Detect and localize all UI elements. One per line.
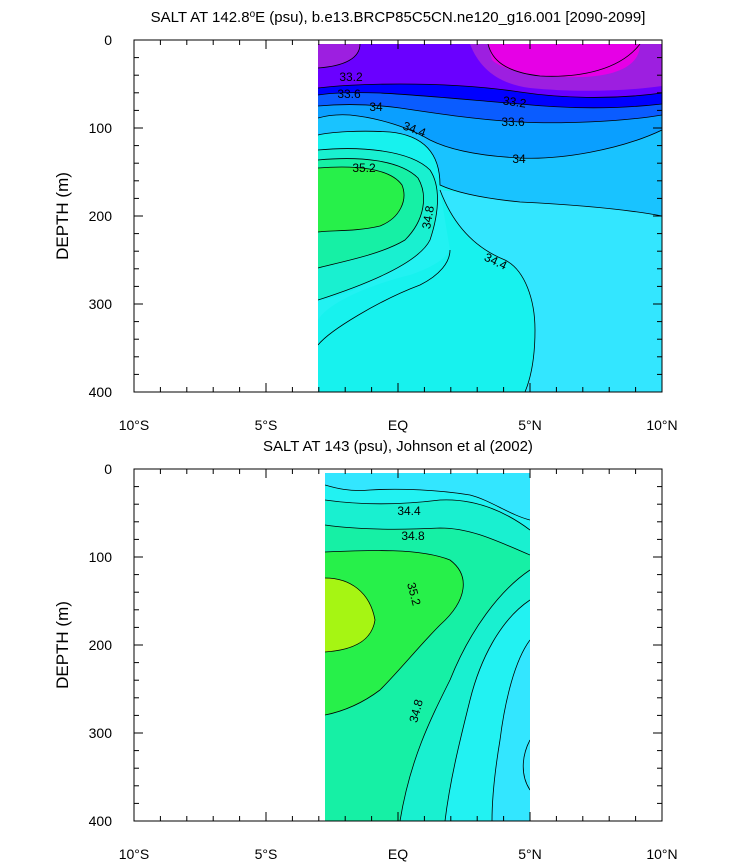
clabel-p2-1: 34.4 — [397, 504, 421, 518]
p1-ytick-2: 200 — [89, 208, 113, 224]
panel-2-yaxis: 0 100 200 300 400 DEPTH (m) — [53, 461, 112, 829]
contour-p1-k — [318, 249, 451, 346]
contour-p1-b — [318, 83, 662, 98]
fill-p2-cyan-top — [325, 473, 530, 520]
p2-ytick-2: 200 — [89, 637, 113, 653]
p2-ytick-4: 400 — [89, 813, 113, 829]
p1-xtick-4: 10°N — [646, 417, 677, 433]
p2-ytick-3: 300 — [89, 725, 113, 741]
p1-xtick-2: EQ — [388, 417, 408, 433]
contour-p2-e — [325, 577, 376, 653]
clabel-p1-7: 33.2 — [502, 93, 527, 110]
panel-2-ticks — [133, 468, 663, 822]
contour-p2-i — [522, 739, 530, 791]
clabel-p2-4: 34.8 — [406, 698, 426, 724]
contour-p2-d — [325, 550, 464, 716]
p2-ytick-1: 100 — [89, 549, 113, 565]
p1-ytick-0: 0 — [104, 32, 112, 48]
panel-1-title-sup: o — [250, 9, 256, 20]
panel-1-ticks — [133, 39, 663, 393]
panel-2-xaxis: 10°S 5°S EQ 5°N 10°N — [119, 846, 678, 862]
panel-1-title-pre: SALT AT 142.8 — [151, 9, 250, 26]
panel-1-title-post: E (psu), b.e13.BRCP85C5CN.ne120_g16.001 … — [255, 9, 645, 26]
contour-p1-f — [318, 130, 662, 217]
contour-p1-e — [318, 114, 662, 159]
contour-p1-i — [318, 166, 405, 233]
clabel-p1-8: 33.6 — [501, 115, 525, 129]
panel-1-yaxis: 0 100 200 300 400 DEPTH (m) — [53, 32, 112, 400]
p2-ylabel: DEPTH (m) — [53, 601, 72, 689]
p2-xtick-3: 5°N — [518, 846, 542, 862]
p2-xtick-2: EQ — [388, 846, 408, 862]
panel-1: SALT AT 142.8oE (psu), b.e13.BRCP85C5CN.… — [53, 9, 678, 434]
p1-xtick-0: 10°S — [119, 417, 150, 433]
p1-xtick-3: 5°N — [518, 417, 542, 433]
panel-2-contour-labels: 34.4 34.8 35.2 34.8 — [397, 504, 426, 724]
p2-xtick-0: 10°S — [119, 846, 150, 862]
panel-1-fill — [318, 44, 662, 392]
p1-xtick-1: 5°S — [255, 417, 278, 433]
contour-p2-g — [444, 599, 530, 821]
p2-xtick-1: 5°S — [255, 846, 278, 862]
p1-ylabel: DEPTH (m) — [53, 172, 72, 260]
contour-p2-a — [325, 484, 530, 521]
contour-p2-c — [325, 524, 530, 556]
contour-p1-d — [318, 104, 662, 124]
clabel-p1-3: 34 — [369, 100, 383, 114]
p2-xtick-4: 10°N — [646, 846, 677, 862]
panel-2-fill — [325, 473, 530, 821]
p2-ytick-0: 0 — [104, 461, 112, 477]
fill-p1-green — [318, 166, 404, 232]
fill-p2-cyan-right — [492, 640, 530, 821]
p1-ytick-4: 400 — [89, 384, 113, 400]
clabel-p2-2: 34.8 — [401, 529, 425, 543]
clabel-p1-9: 34 — [512, 152, 526, 166]
panel-2: SALT AT 143 (psu), Johnson et al (2002) — [53, 438, 678, 862]
p1-ytick-3: 300 — [89, 296, 113, 312]
contour-p2-f — [399, 569, 530, 821]
contour-p2-b — [325, 499, 530, 531]
clabel-p1-5: 35.2 — [352, 161, 376, 175]
panel-2-title-pre: SALT AT 143 (psu), Johnson et al (2002) — [263, 438, 533, 455]
contour-p2-h — [491, 639, 530, 821]
contour-p1-l — [487, 44, 641, 77]
panel-1-xaxis: 10°S 5°S EQ 5°N 10°N — [119, 417, 678, 433]
panel-1-title: SALT AT 142.8oE (psu), b.e13.BRCP85C5CN.… — [151, 9, 646, 27]
panel-2-title: SALT AT 143 (psu), Johnson et al (2002) — [263, 438, 533, 455]
clabel-p1-6: 34.8 — [419, 204, 437, 230]
contour-p1-j — [318, 158, 424, 269]
contour-p1-a — [318, 44, 361, 69]
contour-p1-h — [318, 148, 438, 301]
contour-p1-g — [439, 189, 536, 392]
p1-ytick-1: 100 — [89, 120, 113, 136]
fill-p1-cyan — [440, 190, 662, 392]
fill-p2-lime — [325, 578, 375, 652]
clabel-p2-3: 35.2 — [404, 581, 424, 607]
clabel-p1-2: 33.6 — [337, 87, 361, 101]
clabel-p1-1: 33.2 — [339, 70, 363, 84]
contour-p1-c — [318, 92, 662, 109]
